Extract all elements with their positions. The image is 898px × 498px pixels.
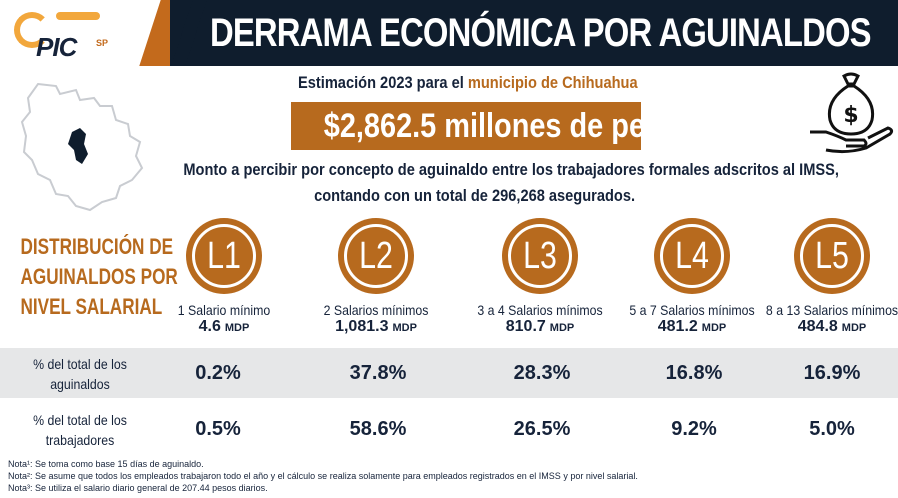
level-value-unit: MDP xyxy=(224,322,250,334)
level-value-unit: MDP xyxy=(841,322,867,334)
level-badge-ring xyxy=(344,224,408,288)
level-value: 484.8 MDP xyxy=(752,318,898,336)
table-cell: 28.3% xyxy=(513,362,571,384)
distribution-heading-line: NIVEL SALARIAL xyxy=(20,294,163,319)
level-l2: L2 2 Salarios mínimos 1,081.3 MDP xyxy=(296,218,456,336)
table-cell: 0.2% xyxy=(195,362,241,384)
footnotes: Nota¹: Se toma como base 15 días de agui… xyxy=(8,458,638,494)
table-cell: 9.2% xyxy=(671,418,717,440)
level-code: L2 xyxy=(359,235,393,277)
table-row-aguinaldos: % del total de los aguinaldos 0.2% 37.8% … xyxy=(0,348,898,398)
level-value-number: 4.6 xyxy=(198,318,221,335)
row-label: % del total de los aguinaldos xyxy=(10,354,150,394)
table-cell: 16.8% xyxy=(665,362,723,384)
footnote: Nota¹: Se toma como base 15 días de agui… xyxy=(8,459,204,469)
header-band xyxy=(170,0,898,66)
level-value-unit: MDP xyxy=(701,322,727,334)
level-badge-ring xyxy=(508,224,572,288)
subtitle-prefix: Estimación 2023 para el xyxy=(298,73,468,92)
level-value-number: 484.8 xyxy=(797,318,838,335)
level-badge: L2 xyxy=(338,218,414,294)
logo-arrow-icon xyxy=(56,12,100,20)
footnote: Nota³: Se utiliza el salario diario gene… xyxy=(8,483,268,493)
level-l5: L5 8 a 13 Salarios mínimos 484.8 MDP xyxy=(752,218,898,336)
level-value-number: 481.2 xyxy=(657,318,698,335)
subtitle-highlight: municipio de Chihuahua xyxy=(467,73,638,92)
pic-logo: PIC SP xyxy=(12,8,122,63)
footnote: Nota²: Se asume que todos los empleados … xyxy=(8,471,638,481)
level-badge: L4 xyxy=(654,218,730,294)
svg-text:$: $ xyxy=(843,103,858,128)
description-line-2: contando con un total de 296,268 asegura… xyxy=(314,186,636,205)
level-value: 1,081.3 MDP xyxy=(296,318,456,336)
distribution-heading-line: DISTRIBUCIÓN DE xyxy=(20,234,174,259)
level-code: L5 xyxy=(815,235,849,277)
money-bag-hand-icon: $ xyxy=(810,72,894,154)
level-name: 5 a 7 Salarios mínimos xyxy=(629,302,755,318)
level-code: L3 xyxy=(523,235,557,277)
level-value: 481.2 MDP xyxy=(612,318,772,336)
logo-swirl-icon xyxy=(14,12,50,48)
level-badge-ring xyxy=(192,224,256,288)
table-cell: 16.9% xyxy=(803,362,861,384)
row-label-line: % del total de los xyxy=(33,356,127,372)
table-cell: 5.0% xyxy=(809,418,855,440)
row-label: % del total de los trabajadores xyxy=(10,410,150,450)
level-name: 1 Salario mínimo xyxy=(177,302,271,318)
subtitle: Estimación 2023 para el municipio de Chi… xyxy=(298,73,638,93)
level-value-unit: MDP xyxy=(549,322,575,334)
level-code: L4 xyxy=(675,235,709,277)
level-value-number: 810.7 xyxy=(505,318,546,335)
level-badge: L3 xyxy=(502,218,578,294)
logo-sub-text: SP xyxy=(96,38,109,48)
chihuahua-map-icon xyxy=(20,82,144,212)
row-label-line: trabajadores xyxy=(45,432,115,448)
table-cell: 26.5% xyxy=(513,418,571,440)
total-amount-box: $2,862.5 millones de pesos xyxy=(291,102,695,150)
level-l4: L4 5 a 7 Salarios mínimos 481.2 MDP xyxy=(612,218,772,336)
level-l1: L1 1 Salario mínimo 4.6 MDP xyxy=(144,218,304,336)
logo-text: PIC xyxy=(36,32,77,62)
table-cell: 0.5% xyxy=(195,418,241,440)
distribution-heading-line: AGUINALDOS POR xyxy=(20,264,178,289)
distribution-heading: DISTRIBUCIÓN DE AGUINALDOS POR NIVEL SAL… xyxy=(4,232,178,322)
level-name: 3 a 4 Salarios mínimos xyxy=(477,302,603,318)
level-name: 8 a 13 Salarios mínimos xyxy=(765,302,898,318)
level-badge-ring xyxy=(800,224,864,288)
row-label-line: % del total de los xyxy=(33,412,127,428)
page-title: DERRAMA ECONÓMICA POR AGUINALDOS xyxy=(210,11,872,55)
table-row-trabajadores: % del total de los trabajadores 0.5% 58.6… xyxy=(0,404,898,454)
level-value-unit: MDP xyxy=(392,322,417,334)
level-badge-ring xyxy=(660,224,724,288)
level-value: 810.7 MDP xyxy=(460,318,620,336)
table-cell: 58.6% xyxy=(349,418,407,440)
description-line-1: Monto a percibir por concepto de aguinal… xyxy=(183,160,839,179)
level-code: L1 xyxy=(207,235,241,277)
header-banner: DERRAMA ECONÓMICA POR AGUINALDOS PIC SP xyxy=(0,0,898,66)
level-badge: L5 xyxy=(794,218,870,294)
level-value-number: 1,081.3 xyxy=(335,318,389,335)
table-cell: 37.8% xyxy=(349,362,407,384)
level-value: 4.6 MDP xyxy=(144,318,304,336)
row-label-line: aguinaldos xyxy=(50,376,110,392)
level-badge: L1 xyxy=(186,218,262,294)
level-name: 2 Salarios mínimos xyxy=(323,302,429,318)
total-amount: $2,862.5 millones de pesos xyxy=(323,107,695,145)
level-l3: L3 3 a 4 Salarios mínimos 810.7 MDP xyxy=(460,218,620,336)
